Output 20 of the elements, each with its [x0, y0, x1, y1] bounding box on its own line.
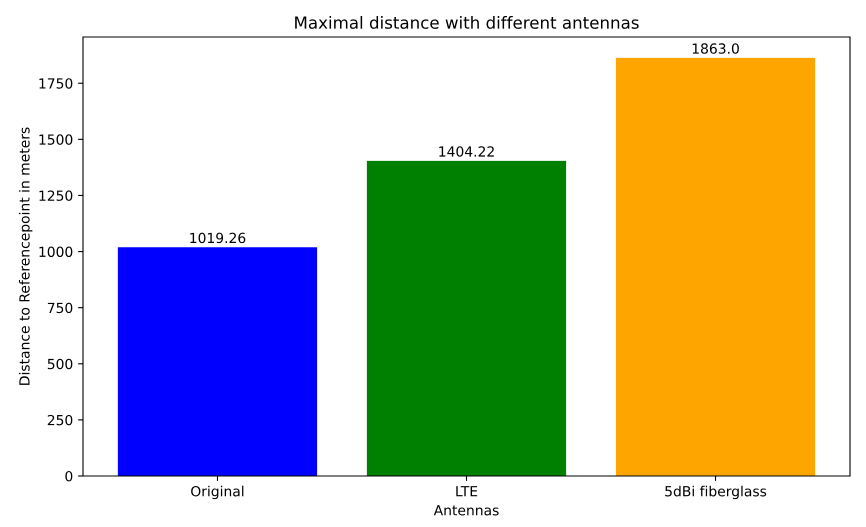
chart-title: Maximal distance with different antennas [295, 16, 639, 29]
y-tick-label: 1500 [39, 134, 72, 145]
y-tick-label: 1750 [39, 78, 72, 89]
bar [118, 247, 318, 476]
data-label: 1019.26 [190, 232, 246, 244]
y-tick-label: 0 [65, 470, 72, 482]
bar [616, 58, 816, 476]
bar [366, 160, 566, 476]
data-label: 1863.0 [692, 43, 739, 54]
y-tick-label: 1000 [39, 246, 72, 258]
y-tick-label: 750 [48, 302, 72, 314]
data-label: 1404.22 [439, 146, 494, 157]
x-axis-title: Antennas [434, 505, 499, 516]
y-tick-label: 1250 [39, 190, 72, 201]
x-tick-label: Original [191, 486, 244, 500]
y-axis-title: Distance to Referencepoint in meters [18, 128, 32, 385]
x-tick-label: LTE [456, 486, 478, 496]
x-tick-label: 5dBi fiberglass [665, 486, 766, 500]
y-tick-label: 500 [48, 358, 72, 370]
y-tick-label: 250 [48, 414, 72, 426]
